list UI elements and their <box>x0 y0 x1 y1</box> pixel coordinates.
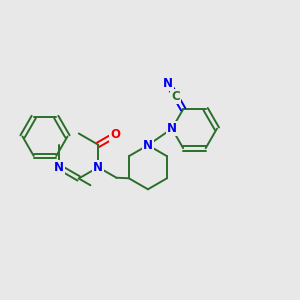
Text: O: O <box>110 128 120 142</box>
Text: N: N <box>167 122 177 135</box>
Text: N: N <box>93 161 103 174</box>
Text: C: C <box>171 90 180 103</box>
Text: N: N <box>163 77 173 90</box>
Text: N: N <box>54 161 64 174</box>
Text: N: N <box>143 139 153 152</box>
